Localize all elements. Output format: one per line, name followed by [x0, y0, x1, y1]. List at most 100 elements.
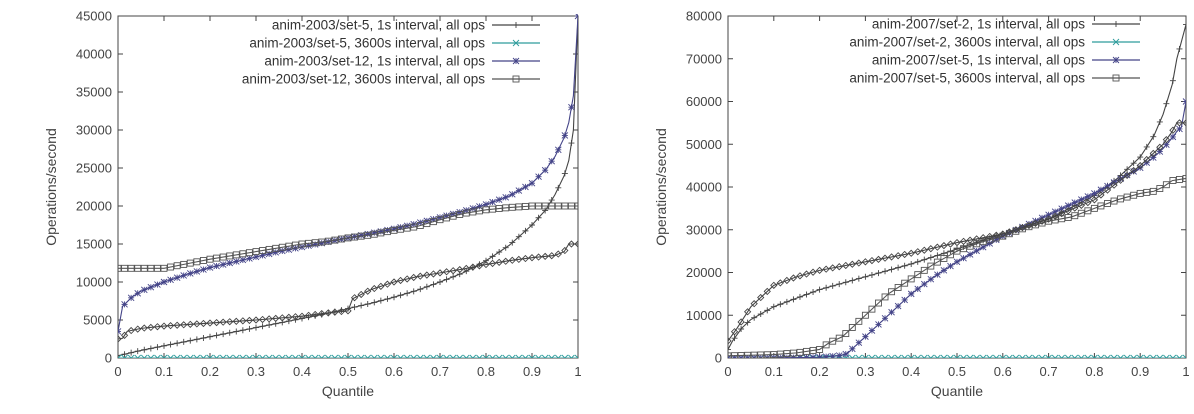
data-point: [796, 293, 803, 300]
data-point: [278, 354, 286, 358]
data-point: [809, 268, 817, 276]
data-point: [120, 331, 129, 339]
data-point: [1071, 204, 1079, 212]
data-point: [318, 354, 326, 358]
data-point: [226, 354, 234, 358]
data-point: [252, 248, 260, 256]
data-point: [737, 352, 745, 358]
data-point: [324, 237, 332, 245]
data-point: [351, 304, 358, 311]
data-point: [305, 242, 312, 250]
data-point: [1051, 354, 1059, 358]
data-point: [822, 341, 830, 349]
data-point: [370, 354, 378, 358]
y-tick-label: 30000: [76, 123, 112, 138]
data-point: [173, 274, 181, 281]
data-point: [934, 354, 941, 358]
data-point: [259, 354, 266, 358]
data-point: [469, 205, 477, 212]
data-point: [992, 354, 1000, 358]
data-point: [881, 254, 889, 262]
data-point: [1116, 176, 1125, 184]
data-point: [515, 354, 523, 358]
data-point: [1149, 149, 1157, 158]
data-point: [305, 354, 312, 358]
data-point: [496, 249, 503, 256]
data-point: [429, 218, 437, 226]
data-point: [245, 249, 253, 257]
data-point: [894, 354, 902, 358]
data-point: [1097, 354, 1105, 358]
data-point: [265, 315, 273, 323]
data-point: [914, 271, 922, 279]
data-point: [147, 345, 154, 352]
data-point: [371, 299, 378, 306]
data-point: [1182, 98, 1186, 105]
data-point: [1025, 354, 1033, 358]
data-point: [456, 265, 464, 274]
data-point: [1071, 212, 1079, 220]
data-point: [193, 258, 201, 266]
data-point: [311, 239, 319, 247]
data-point: [901, 250, 909, 259]
y-tick-label: 0: [715, 351, 722, 366]
data-point: [154, 354, 161, 358]
data-point: [548, 252, 556, 260]
data-point: [213, 254, 221, 262]
data-point: [180, 321, 188, 329]
data-point: [1162, 136, 1171, 144]
data-point: [324, 354, 332, 358]
data-point: [789, 349, 797, 357]
data-point: [449, 354, 457, 358]
data-point: [160, 264, 168, 272]
data-point: [1032, 354, 1039, 358]
data-point: [574, 354, 578, 358]
data-point: [770, 351, 778, 358]
data-point: [476, 203, 483, 210]
data-point: [1163, 354, 1170, 358]
data-point: [835, 334, 843, 342]
data-point: [186, 320, 194, 328]
data-point: [456, 354, 464, 358]
data-point: [803, 354, 810, 358]
data-point: [529, 222, 535, 228]
data-point: [548, 202, 556, 210]
data-point: [1012, 354, 1020, 358]
data-point: [973, 240, 981, 248]
data-point: [1006, 354, 1013, 358]
data-point: [134, 289, 142, 297]
data-point: [861, 258, 870, 266]
data-point: [239, 256, 247, 264]
data-point: [502, 204, 510, 212]
data-point: [541, 202, 549, 210]
data-point: [1156, 143, 1164, 151]
legend-entry-label: anim-2007/set-5, 3600s interval, all ops: [849, 71, 1085, 86]
data-point: [574, 14, 578, 20]
data-point: [868, 305, 876, 313]
data-point: [1117, 354, 1124, 358]
x-tick-label: 0: [114, 364, 121, 379]
data-point: [450, 273, 457, 280]
data-point: [979, 234, 987, 242]
y-tick-label: 25000: [76, 161, 112, 176]
data-point: [377, 228, 385, 235]
data-point: [436, 214, 444, 221]
data-point: [127, 264, 135, 272]
data-point: [508, 203, 516, 211]
data-point: [796, 272, 804, 280]
data-point: [1051, 216, 1059, 224]
data-point: [443, 354, 450, 358]
data-point: [1156, 118, 1163, 125]
data-point: [862, 354, 869, 358]
data-point: [848, 260, 856, 268]
data-point: [121, 351, 128, 358]
data-point: [750, 351, 758, 358]
data-point: [901, 262, 908, 269]
data-point: [960, 254, 967, 262]
data-point: [986, 240, 994, 247]
y-tick-label: 80000: [686, 9, 722, 24]
data-point: [1084, 198, 1092, 207]
data-point: [1044, 215, 1053, 223]
data-point: [992, 236, 1000, 244]
data-point: [1176, 125, 1183, 133]
